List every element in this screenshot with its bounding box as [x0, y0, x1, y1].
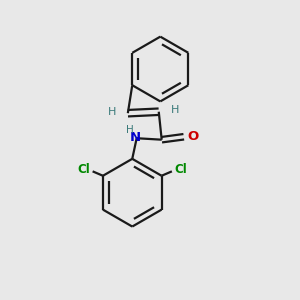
Text: Cl: Cl [174, 164, 187, 176]
Text: Cl: Cl [77, 164, 90, 176]
Text: H: H [171, 105, 179, 115]
Text: N: N [130, 131, 141, 144]
Text: H: H [107, 107, 116, 117]
Text: H: H [126, 125, 134, 135]
Text: O: O [187, 130, 198, 143]
